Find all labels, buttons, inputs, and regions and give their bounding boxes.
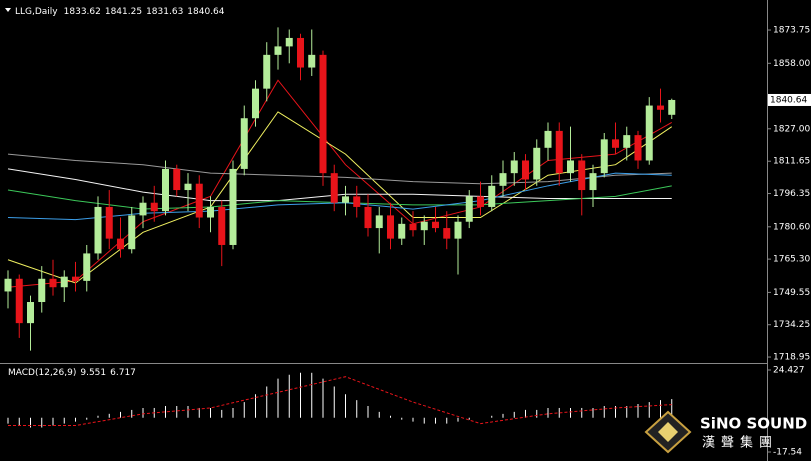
symbol: LLG,Daily: [15, 7, 58, 17]
y-tick-label: 1796.35: [773, 189, 810, 199]
candle-body: [612, 139, 619, 148]
candle-body: [578, 160, 586, 191]
candle-body: [162, 168, 169, 212]
macd-value: 9.551: [80, 368, 106, 378]
candle-body: [600, 139, 608, 174]
logo: SiNO SOUND 漢聲集團: [644, 410, 807, 454]
candle-body: [454, 221, 462, 239]
candle-body: [342, 196, 349, 203]
y-tick-label: 1827.00: [773, 124, 810, 134]
candle-body: [297, 37, 304, 68]
candle-body: [589, 173, 597, 191]
candle-body: [105, 206, 113, 239]
candle-body: [409, 223, 417, 231]
candle-body: [27, 302, 34, 324]
candle-body: [555, 130, 563, 174]
candle-body: [128, 215, 136, 250]
candle-body: [94, 206, 102, 254]
close: 1840.64: [187, 7, 224, 17]
candle-body: [308, 54, 316, 68]
candle-body: [432, 221, 439, 229]
candle-body: [252, 88, 259, 119]
y-tick-label: 1734.25: [773, 320, 810, 330]
candle-body: [488, 185, 496, 207]
candle-body: [465, 196, 473, 222]
y-tick-label: 1780.60: [773, 222, 810, 232]
candle-body: [139, 202, 147, 216]
signal-value: 6.717: [110, 368, 136, 378]
candle-body: [184, 183, 192, 191]
candle-body: [263, 54, 271, 89]
current-price-box: [768, 93, 811, 106]
y-tick-label: 1873.75: [773, 26, 810, 36]
y-tick-label: 1749.55: [773, 288, 810, 298]
y-tick-label: 1811.65: [773, 157, 810, 167]
candle-body: [173, 168, 181, 191]
candle-body: [207, 206, 214, 218]
logo-subtitle: 漢聲集團: [702, 435, 778, 451]
candle-body: [668, 99, 676, 115]
candle-body: [420, 221, 428, 231]
candle-body: [15, 278, 23, 324]
candle-body: [218, 206, 226, 245]
candle-body: [567, 160, 574, 174]
candle-body: [83, 253, 91, 281]
candle-body: [353, 196, 361, 207]
candle-body: [510, 160, 518, 174]
open: 1833.62: [64, 7, 101, 17]
candle-body: [274, 46, 282, 55]
candle-body: [477, 196, 484, 207]
y-tick-label: 1765.30: [773, 255, 810, 265]
y-tick-label: 1858.00: [773, 59, 810, 69]
logo-icon-inner: [658, 422, 678, 442]
candle-body: [60, 276, 68, 288]
low: 1831.63: [146, 7, 183, 17]
menu-arrow: [5, 8, 11, 12]
candle-body: [544, 130, 552, 148]
candle-body: [195, 183, 203, 218]
candle-body: [375, 215, 383, 229]
candle-body: [364, 206, 372, 229]
candle-body: [499, 173, 507, 186]
candle-body: [387, 215, 394, 239]
candle-body: [443, 228, 451, 239]
candle-body: [645, 105, 653, 161]
candle-body: [49, 278, 57, 288]
macd-title: MACD(12,26,9): [8, 368, 76, 378]
candle-body: [117, 238, 124, 250]
candle-body: [240, 118, 248, 169]
current-price-label: 1840.64: [770, 95, 807, 105]
candle-body: [623, 135, 631, 148]
candle-body: [150, 202, 158, 212]
candle-body: [330, 173, 338, 203]
signal-line: [8, 376, 672, 427]
y-tick-label: 1718.95: [773, 353, 810, 363]
candle-body: [229, 168, 237, 245]
y-tick-label: 24.427: [773, 366, 805, 376]
candle-body: [38, 278, 46, 303]
candle-body: [319, 54, 327, 174]
symbol-header: LLG,Daily 1833.62 1841.25 1831.63 1840.64: [15, 7, 225, 17]
logo-name: SiNO SOUND: [700, 415, 807, 433]
y-tick-label: -17.54: [773, 447, 802, 457]
candle-body: [522, 160, 529, 180]
candle-body: [398, 223, 406, 239]
candle-body: [4, 278, 12, 292]
candle-body: [634, 135, 642, 161]
candle-body: [533, 147, 541, 180]
candle-body: [657, 105, 664, 110]
candle-body: [72, 276, 79, 281]
macd-header: MACD(12,26,9) 9.551 6.717: [8, 368, 136, 378]
high: 1841.25: [105, 7, 142, 17]
candle-body: [285, 37, 293, 47]
